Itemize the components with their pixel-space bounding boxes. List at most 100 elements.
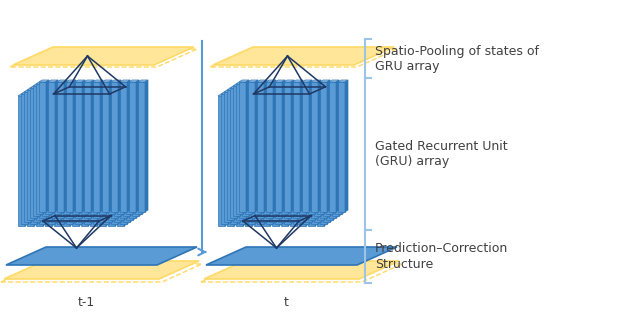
Polygon shape <box>48 92 58 94</box>
Bar <box>245 84 252 214</box>
Bar <box>114 86 121 216</box>
Bar <box>39 88 46 218</box>
Bar <box>69 86 76 216</box>
Polygon shape <box>54 94 64 96</box>
Polygon shape <box>273 80 276 212</box>
Polygon shape <box>120 92 130 94</box>
Bar <box>242 86 249 216</box>
Bar <box>90 84 97 214</box>
Polygon shape <box>48 86 58 88</box>
Polygon shape <box>302 86 312 88</box>
Polygon shape <box>6 247 197 265</box>
Polygon shape <box>36 94 46 96</box>
Polygon shape <box>81 88 91 90</box>
Polygon shape <box>43 82 46 214</box>
Polygon shape <box>145 80 148 212</box>
Polygon shape <box>312 84 315 216</box>
Polygon shape <box>25 94 28 226</box>
Polygon shape <box>276 84 279 216</box>
Bar <box>27 90 34 220</box>
Polygon shape <box>287 90 297 92</box>
Polygon shape <box>302 92 312 94</box>
Polygon shape <box>293 86 303 88</box>
Polygon shape <box>306 94 309 226</box>
Polygon shape <box>46 92 49 224</box>
Polygon shape <box>78 84 88 86</box>
Polygon shape <box>308 94 318 96</box>
Polygon shape <box>330 90 333 222</box>
Bar <box>248 88 255 218</box>
Polygon shape <box>279 94 282 226</box>
Bar <box>63 84 70 214</box>
Polygon shape <box>248 86 258 88</box>
Bar <box>51 86 58 216</box>
Bar <box>117 84 124 214</box>
Bar <box>311 88 318 218</box>
Polygon shape <box>248 92 258 94</box>
Polygon shape <box>327 86 330 218</box>
Polygon shape <box>290 82 300 84</box>
Bar <box>102 94 109 224</box>
Bar <box>57 82 64 212</box>
Polygon shape <box>57 92 67 94</box>
Bar <box>248 82 255 212</box>
Polygon shape <box>72 94 82 96</box>
Polygon shape <box>93 86 103 88</box>
Polygon shape <box>57 86 67 88</box>
Bar <box>105 86 112 216</box>
Polygon shape <box>87 84 97 86</box>
Bar <box>320 94 327 224</box>
Bar <box>48 82 55 212</box>
Bar <box>87 92 94 222</box>
Bar <box>308 84 315 214</box>
Polygon shape <box>39 80 49 82</box>
Polygon shape <box>127 80 130 212</box>
Polygon shape <box>284 80 294 82</box>
Polygon shape <box>261 94 264 226</box>
Polygon shape <box>108 82 118 84</box>
Polygon shape <box>251 84 261 86</box>
Polygon shape <box>138 80 148 82</box>
Bar <box>93 94 100 224</box>
Polygon shape <box>252 94 255 226</box>
Polygon shape <box>97 94 100 226</box>
Polygon shape <box>231 90 234 222</box>
Polygon shape <box>300 80 303 212</box>
Polygon shape <box>124 82 127 214</box>
Bar <box>299 84 306 214</box>
Polygon shape <box>49 90 52 222</box>
Bar <box>287 92 294 222</box>
Polygon shape <box>27 94 37 96</box>
Text: t: t <box>284 296 289 309</box>
Bar <box>135 84 142 214</box>
Bar <box>120 88 127 218</box>
Polygon shape <box>270 82 273 214</box>
Polygon shape <box>335 82 345 84</box>
Polygon shape <box>100 92 103 224</box>
Polygon shape <box>49 84 52 216</box>
Polygon shape <box>97 82 100 214</box>
Polygon shape <box>306 82 309 214</box>
Bar <box>281 96 288 226</box>
Bar <box>57 94 64 224</box>
Polygon shape <box>282 92 285 224</box>
Bar <box>108 84 115 214</box>
Polygon shape <box>42 90 52 92</box>
Polygon shape <box>324 94 327 226</box>
Bar <box>123 86 130 216</box>
Polygon shape <box>118 86 121 218</box>
Polygon shape <box>105 90 115 92</box>
Polygon shape <box>311 80 321 82</box>
Polygon shape <box>102 92 112 94</box>
Bar <box>45 96 52 226</box>
Polygon shape <box>37 92 40 224</box>
Polygon shape <box>115 82 118 214</box>
Bar <box>305 92 312 222</box>
Bar <box>263 96 270 226</box>
Text: Spatio-Pooling of states of
GRU array: Spatio-Pooling of states of GRU array <box>375 44 539 72</box>
Bar <box>51 92 58 222</box>
Text: Gated Recurrent Unit
(GRU) array: Gated Recurrent Unit (GRU) array <box>375 140 508 168</box>
Polygon shape <box>267 90 270 222</box>
Polygon shape <box>321 90 324 222</box>
Polygon shape <box>78 90 88 92</box>
